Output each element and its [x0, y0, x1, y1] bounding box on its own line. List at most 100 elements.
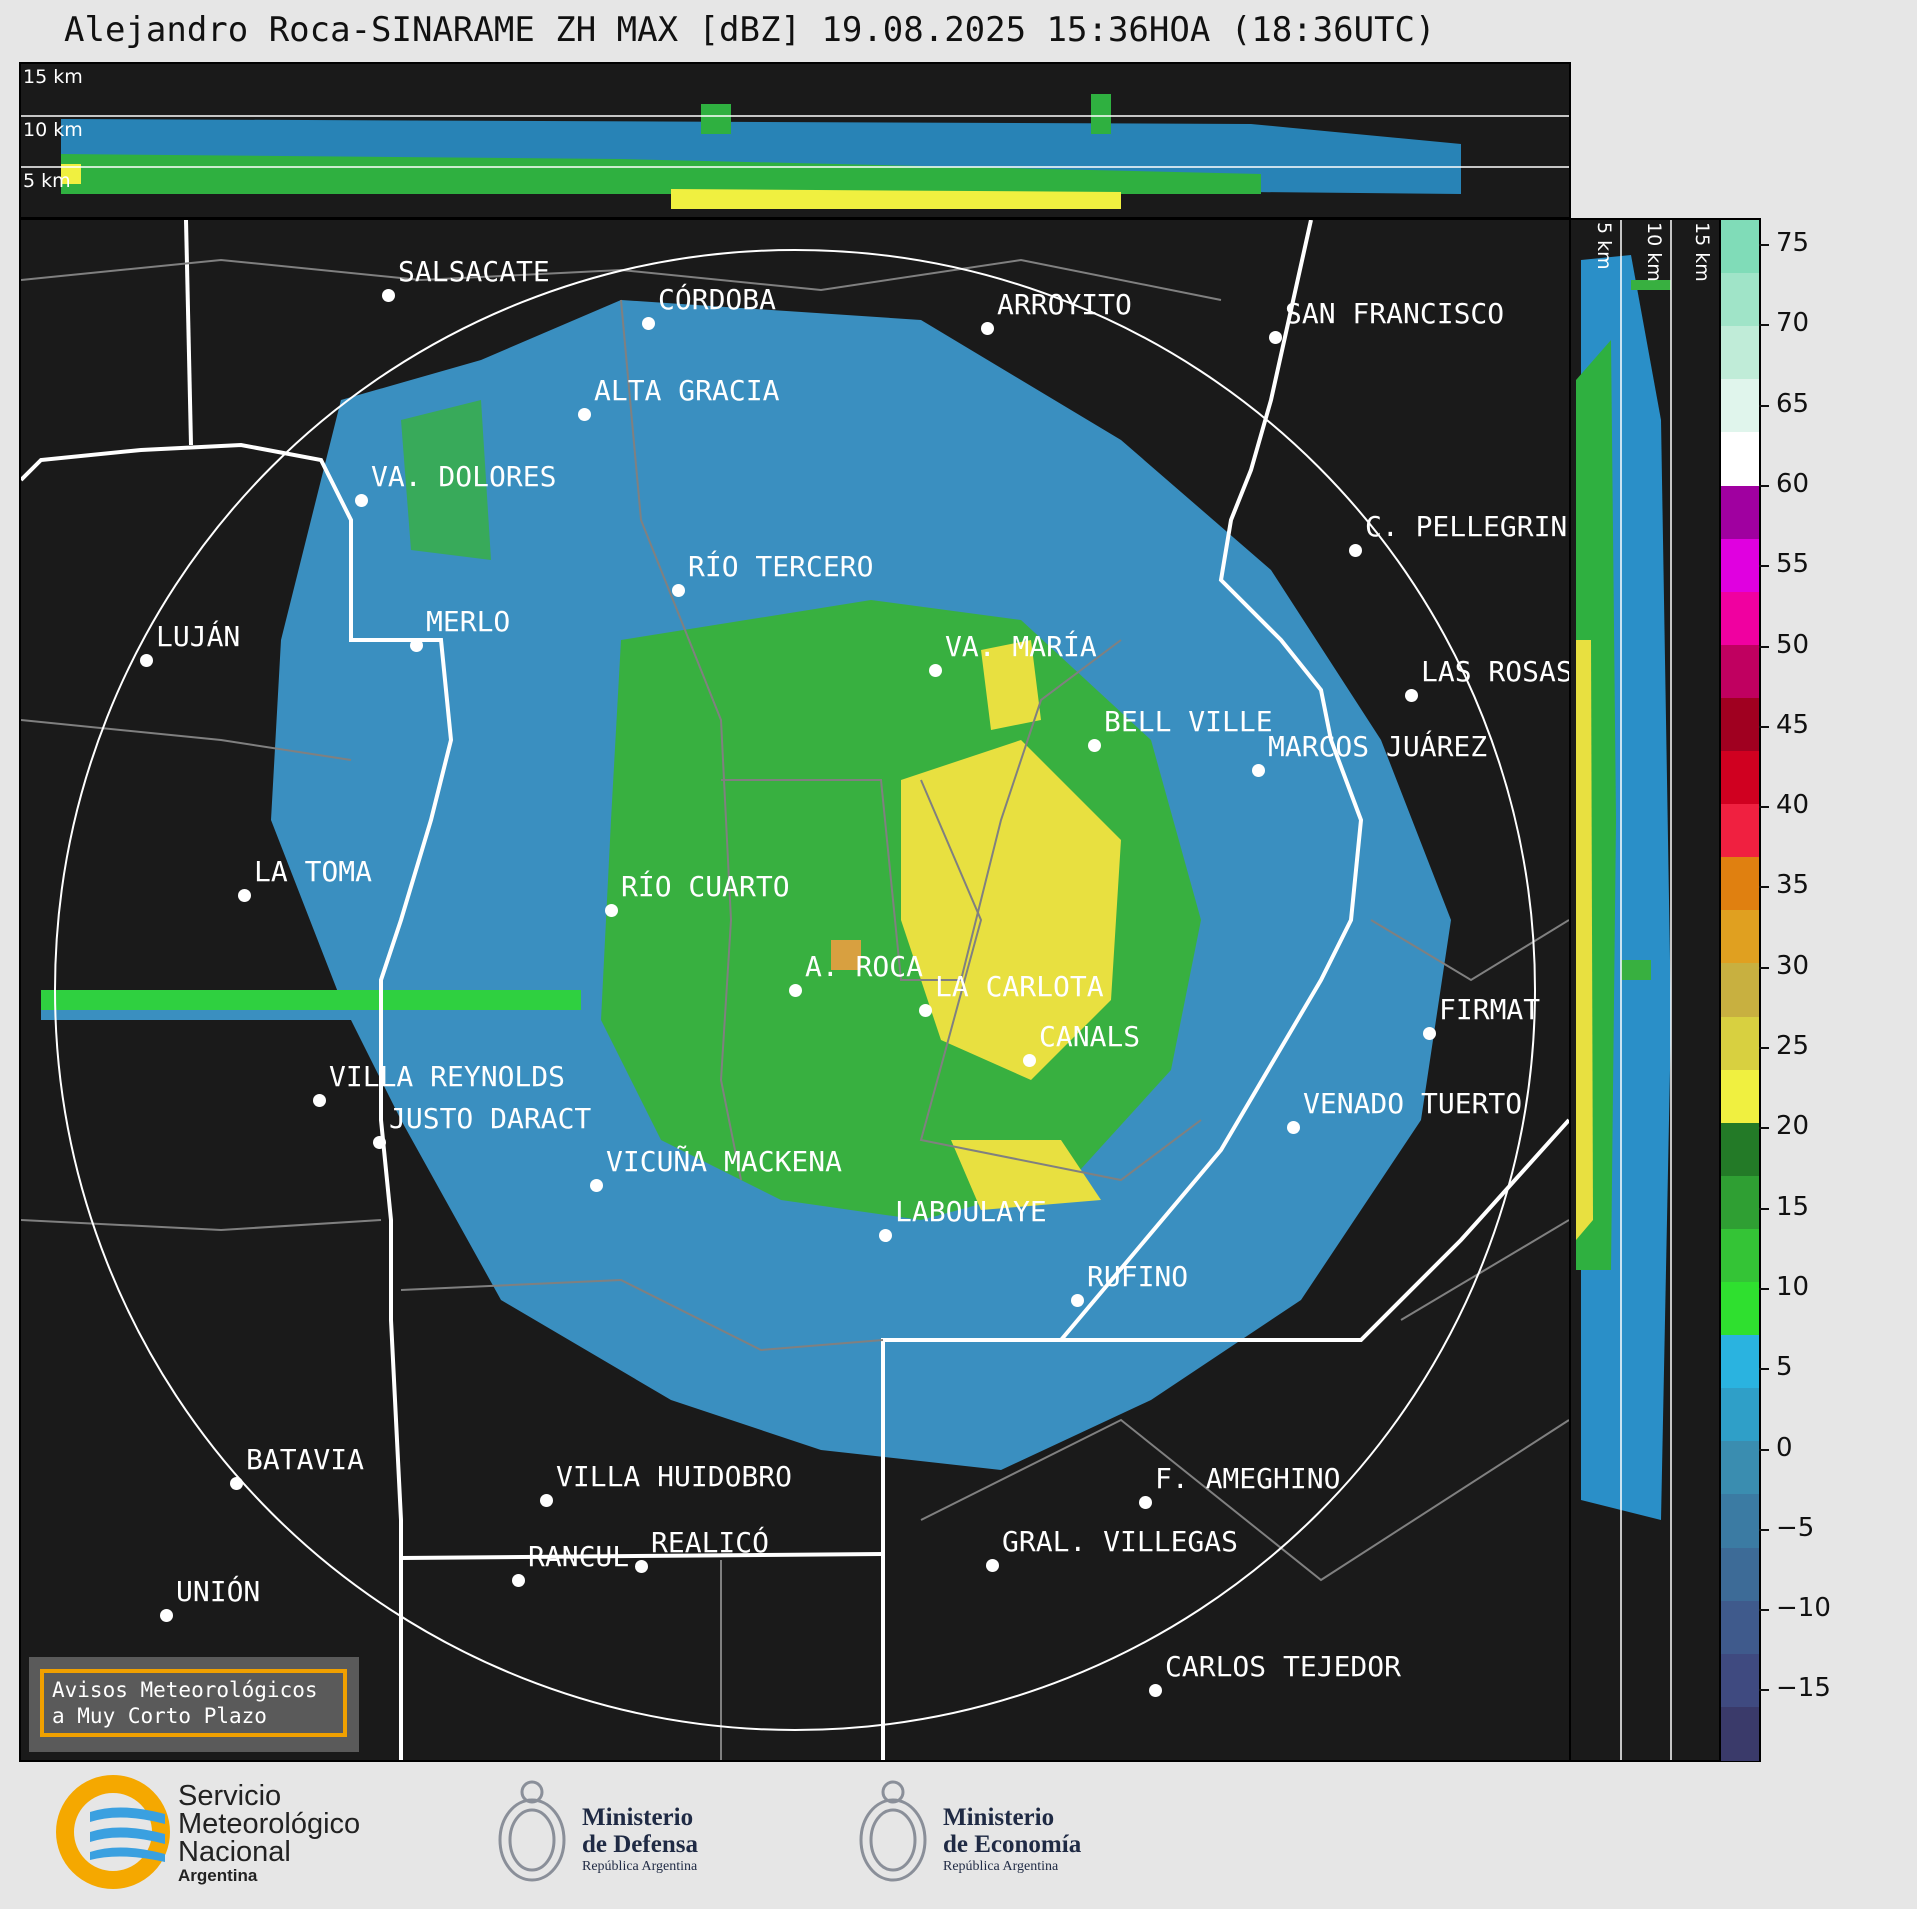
colorbar-tick-label: 60: [1776, 468, 1810, 499]
city-label: LAS ROSAS: [1421, 655, 1571, 688]
city-dot-icon: [238, 889, 251, 902]
colorbar-tick: [1759, 645, 1769, 648]
smn-line-4: Argentina: [178, 1866, 258, 1885]
city-dot-icon: [1269, 331, 1282, 344]
side-height-label-10: 10 km: [1643, 222, 1665, 282]
colorbar-tick-label: 70: [1776, 308, 1810, 339]
city-label: FIRMAT: [1439, 993, 1541, 1026]
economia-line-3: República Argentina: [943, 1859, 1059, 1874]
city-label: RUFINO: [1087, 1260, 1189, 1293]
city-label: LUJÁN: [156, 620, 241, 653]
city-dot-icon: [642, 317, 655, 330]
colorbar-tick: [1759, 886, 1769, 889]
city-label: MERLO: [426, 605, 511, 638]
city-dot-icon: [1071, 1294, 1084, 1307]
height-label-15: 15 km: [23, 66, 83, 88]
smn-logo-icon: [56, 1775, 170, 1889]
city-dot-icon: [672, 584, 685, 597]
colorbar-segment: [1721, 1600, 1759, 1655]
city-label: LABOULAYE: [895, 1195, 1047, 1228]
colorbar-segment: [1721, 1388, 1759, 1443]
colorbar-segment: [1721, 273, 1759, 328]
city-dot-icon: [382, 289, 395, 302]
colorbar-tick: [1759, 404, 1769, 407]
colorbar-segment: [1721, 1441, 1759, 1496]
colorbar-tick-label: 5: [1776, 1352, 1793, 1383]
colorbar-segment: [1721, 1016, 1759, 1071]
colorbar-segment: [1721, 1228, 1759, 1284]
colorbar-tick: [1759, 565, 1769, 568]
city-label: VA. MARÍA: [945, 630, 1097, 663]
department-borders: [21, 258, 1569, 1760]
city-dot-icon: [590, 1179, 603, 1192]
city-dot-icon: [1349, 544, 1362, 557]
range-ring: [54, 249, 1536, 1731]
city-label: RÍO CUARTO: [621, 870, 790, 903]
economia-seal-icon: [859, 1780, 927, 1882]
colorbar-segment: [1721, 697, 1759, 753]
side-height-label-5: 5 km: [1593, 222, 1615, 270]
colorbar-segment: [1721, 1706, 1759, 1761]
colorbar-tick-label: 50: [1776, 629, 1810, 660]
city-label: VENADO TUERTO: [1303, 1087, 1523, 1120]
city-label: SALSACATE: [398, 255, 550, 288]
colorbar-tick: [1759, 1207, 1769, 1210]
city-label: VILLA REYNOLDS: [329, 1060, 566, 1093]
colorbar-tick: [1759, 1127, 1769, 1130]
colorbar-tick-label: 35: [1776, 870, 1810, 901]
city-dot-icon: [1149, 1684, 1162, 1697]
colorbar-tick: [1759, 1528, 1769, 1531]
colorbar-tick-label: −10: [1776, 1593, 1831, 1624]
footer-logos: Servicio Meteorológico Nacional Argentin…: [0, 1762, 1917, 1909]
city-label: CARLOS TEJEDOR: [1165, 1650, 1402, 1683]
city-label: ARROYITO: [997, 288, 1132, 321]
economia-logo-text: Ministerio de Economía República Argenti…: [943, 1804, 1081, 1876]
colorbar-tick-label: 0: [1776, 1432, 1793, 1463]
city-dot-icon: [373, 1136, 386, 1149]
city-label: UNIÓN: [176, 1575, 261, 1608]
colorbar-tick-label: 65: [1776, 388, 1810, 419]
colorbar-tick: [1759, 324, 1769, 327]
east-west-profile-panel: 5 km 10 km 15 km: [1569, 218, 1721, 1762]
defensa-line-1: Ministerio: [582, 1804, 694, 1831]
city-dot-icon: [986, 1559, 999, 1572]
city-dot-icon: [635, 1560, 648, 1573]
avisos-box: Avisos Meteorológicos a Muy Corto Plazo: [29, 1657, 359, 1752]
colorbar-segment: [1721, 220, 1759, 275]
colorbar-segment: [1721, 804, 1759, 859]
colorbar-segment: [1721, 326, 1759, 381]
city-dot-icon: [578, 408, 591, 421]
colorbar-tick: [1759, 1609, 1769, 1612]
city-dot-icon: [605, 904, 618, 917]
colorbar-segment: [1721, 1069, 1759, 1124]
city-label: C. PELLEGRINI: [1365, 510, 1571, 543]
city-dot-icon: [879, 1229, 892, 1242]
height-label-10: 10 km: [23, 119, 83, 141]
city-dot-icon: [540, 1494, 553, 1507]
city-label: VICUÑA MACKENA: [606, 1145, 843, 1178]
city-label: ALTA GRACIA: [594, 374, 780, 407]
colorbar-segment: [1721, 1653, 1759, 1708]
colorbar-tick: [1759, 1287, 1769, 1290]
map-title: Alejandro Roca-SINARAME ZH MAX [dBZ] 19.…: [64, 10, 1436, 50]
smn-line-3: Nacional: [178, 1836, 291, 1868]
radar-echoes: [41, 300, 1451, 1470]
smn-line-1: Servicio: [178, 1780, 282, 1812]
colorbar-tick: [1759, 1689, 1769, 1692]
colorbar-segment: [1721, 1175, 1759, 1230]
colorbar-segment: [1721, 644, 1759, 699]
colorbar-segment: [1721, 1282, 1759, 1337]
city-label: MARCOS JUÁREZ: [1268, 730, 1488, 763]
colorbar-tick-label: 15: [1776, 1191, 1810, 1222]
colorbar-tick-label: −15: [1776, 1673, 1831, 1704]
defensa-line-3: República Argentina: [582, 1859, 698, 1874]
avisos-line-2: a Muy Corto Plazo: [52, 1704, 267, 1728]
colorbar-segment: [1721, 1335, 1759, 1390]
radar-map: [21, 220, 1569, 1760]
side-profile-echoes: [1576, 220, 1672, 1760]
avisos-label: Avisos Meteorológicos a Muy Corto Plazo: [40, 1669, 347, 1737]
colorbar-tick-label: 45: [1776, 709, 1810, 740]
smn-logo-text: Servicio Meteorológico Nacional Argentin…: [178, 1782, 360, 1886]
city-dot-icon: [1423, 1027, 1436, 1040]
city-label: LA CARLOTA: [935, 970, 1104, 1003]
